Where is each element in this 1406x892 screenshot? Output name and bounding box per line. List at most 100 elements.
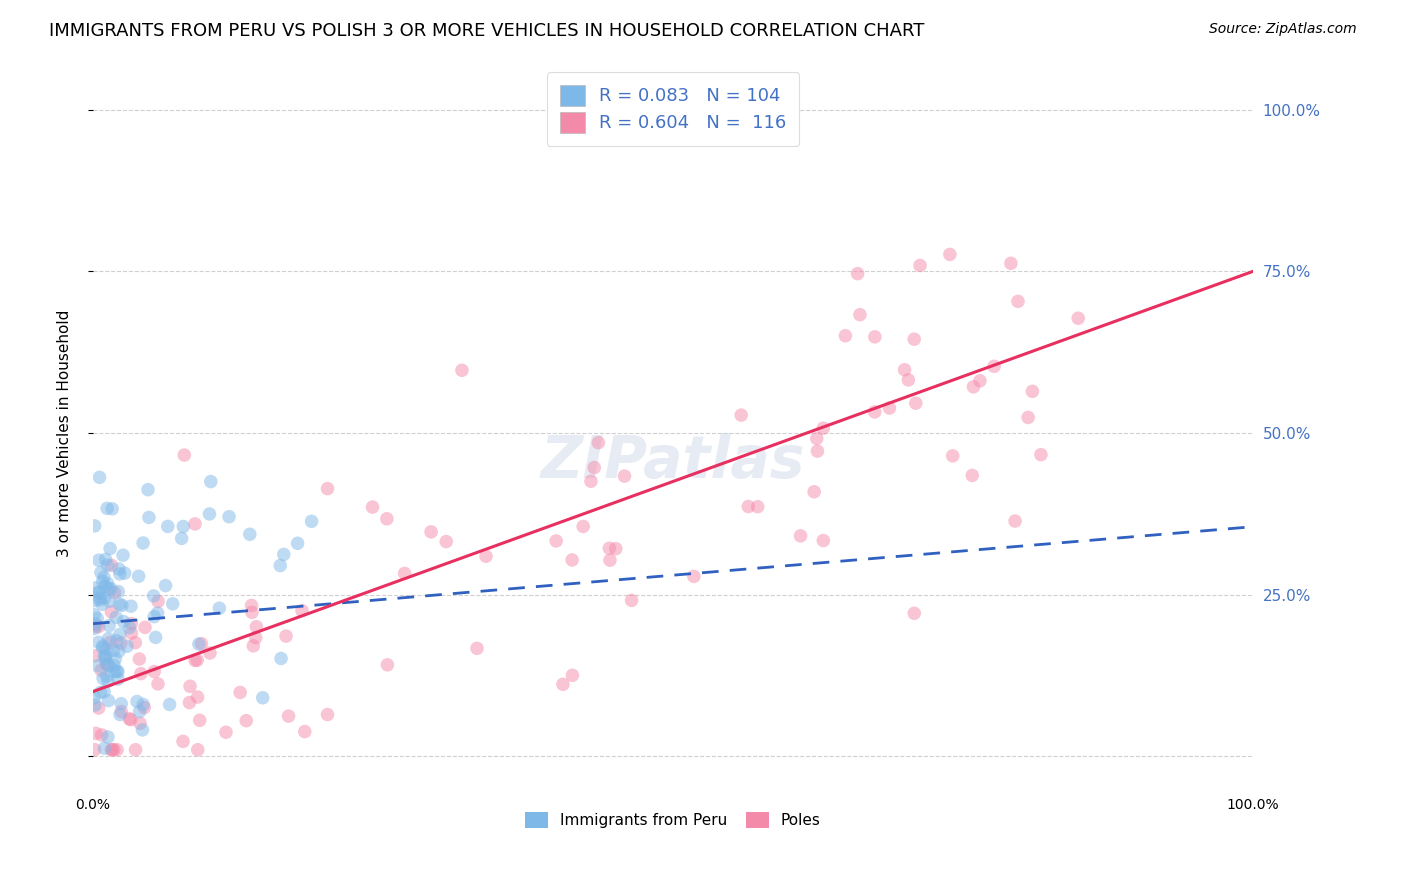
Point bbox=[245, 631, 267, 645]
Point bbox=[120, 599, 142, 614]
Point bbox=[145, 631, 167, 645]
Point bbox=[94, 657, 117, 671]
Point bbox=[86, 611, 108, 625]
Point bbox=[200, 475, 222, 489]
Point bbox=[187, 743, 209, 757]
Point bbox=[598, 541, 620, 556]
Point bbox=[162, 597, 184, 611]
Point bbox=[316, 707, 339, 722]
Point bbox=[208, 601, 231, 615]
Point bbox=[187, 637, 209, 651]
Point bbox=[599, 553, 621, 567]
Point bbox=[908, 259, 931, 273]
Point bbox=[737, 500, 759, 514]
Point bbox=[143, 665, 166, 679]
Point bbox=[124, 635, 146, 649]
Point bbox=[91, 671, 114, 685]
Point bbox=[806, 444, 828, 458]
Point bbox=[172, 519, 194, 533]
Point bbox=[89, 593, 111, 607]
Point bbox=[100, 582, 122, 596]
Point bbox=[132, 536, 155, 550]
Point bbox=[107, 665, 129, 679]
Point bbox=[125, 694, 148, 708]
Point bbox=[83, 519, 105, 533]
Point bbox=[277, 709, 299, 723]
Point bbox=[98, 618, 121, 632]
Point bbox=[188, 713, 211, 727]
Point bbox=[108, 597, 131, 611]
Point bbox=[551, 677, 574, 691]
Point bbox=[863, 330, 886, 344]
Point bbox=[198, 507, 221, 521]
Point bbox=[229, 685, 252, 699]
Point bbox=[270, 651, 292, 665]
Point bbox=[97, 674, 120, 689]
Point bbox=[110, 697, 132, 711]
Point bbox=[218, 509, 240, 524]
Point bbox=[863, 405, 886, 419]
Point bbox=[105, 610, 128, 624]
Point bbox=[87, 658, 110, 673]
Point bbox=[903, 607, 925, 621]
Point bbox=[115, 640, 138, 654]
Point bbox=[87, 553, 110, 567]
Point bbox=[83, 607, 105, 622]
Point bbox=[94, 651, 117, 665]
Point bbox=[579, 475, 602, 489]
Point bbox=[114, 566, 136, 581]
Point bbox=[291, 604, 314, 618]
Point bbox=[84, 619, 107, 633]
Point bbox=[128, 705, 150, 719]
Point bbox=[1007, 294, 1029, 309]
Point bbox=[136, 483, 159, 497]
Point bbox=[107, 584, 129, 599]
Point bbox=[118, 712, 141, 726]
Point bbox=[118, 621, 141, 635]
Point bbox=[240, 599, 263, 613]
Text: Source: ZipAtlas.com: Source: ZipAtlas.com bbox=[1209, 22, 1357, 37]
Point bbox=[179, 679, 201, 693]
Point bbox=[120, 713, 142, 727]
Point bbox=[146, 606, 169, 620]
Point bbox=[394, 566, 416, 581]
Point bbox=[239, 527, 262, 541]
Point bbox=[170, 532, 193, 546]
Point bbox=[108, 707, 131, 722]
Point bbox=[105, 665, 128, 679]
Point bbox=[240, 605, 263, 619]
Point bbox=[121, 626, 143, 640]
Point bbox=[849, 308, 872, 322]
Point bbox=[103, 643, 125, 657]
Point bbox=[131, 723, 153, 737]
Point bbox=[97, 582, 120, 596]
Point bbox=[301, 514, 323, 528]
Point bbox=[83, 621, 105, 635]
Point bbox=[274, 629, 297, 643]
Point bbox=[962, 380, 984, 394]
Point bbox=[87, 701, 110, 715]
Point bbox=[124, 743, 146, 757]
Point bbox=[100, 558, 122, 573]
Point bbox=[377, 657, 399, 672]
Point bbox=[546, 533, 568, 548]
Point bbox=[83, 743, 105, 757]
Point bbox=[143, 609, 166, 624]
Point bbox=[110, 636, 132, 650]
Point bbox=[97, 693, 120, 707]
Y-axis label: 3 or more Vehicles in Household: 3 or more Vehicles in Household bbox=[58, 310, 72, 557]
Point bbox=[747, 500, 769, 514]
Point bbox=[96, 657, 118, 672]
Point bbox=[91, 640, 114, 655]
Point bbox=[1067, 311, 1090, 326]
Text: IMMIGRANTS FROM PERU VS POLISH 3 OR MORE VEHICLES IN HOUSEHOLD CORRELATION CHART: IMMIGRANTS FROM PERU VS POLISH 3 OR MORE… bbox=[49, 22, 925, 40]
Point bbox=[620, 593, 643, 607]
Point bbox=[97, 730, 120, 744]
Point bbox=[84, 726, 107, 740]
Point bbox=[84, 698, 107, 712]
Point bbox=[96, 642, 118, 657]
Point bbox=[134, 620, 156, 634]
Point bbox=[969, 374, 991, 388]
Point bbox=[184, 653, 207, 667]
Point bbox=[84, 616, 107, 631]
